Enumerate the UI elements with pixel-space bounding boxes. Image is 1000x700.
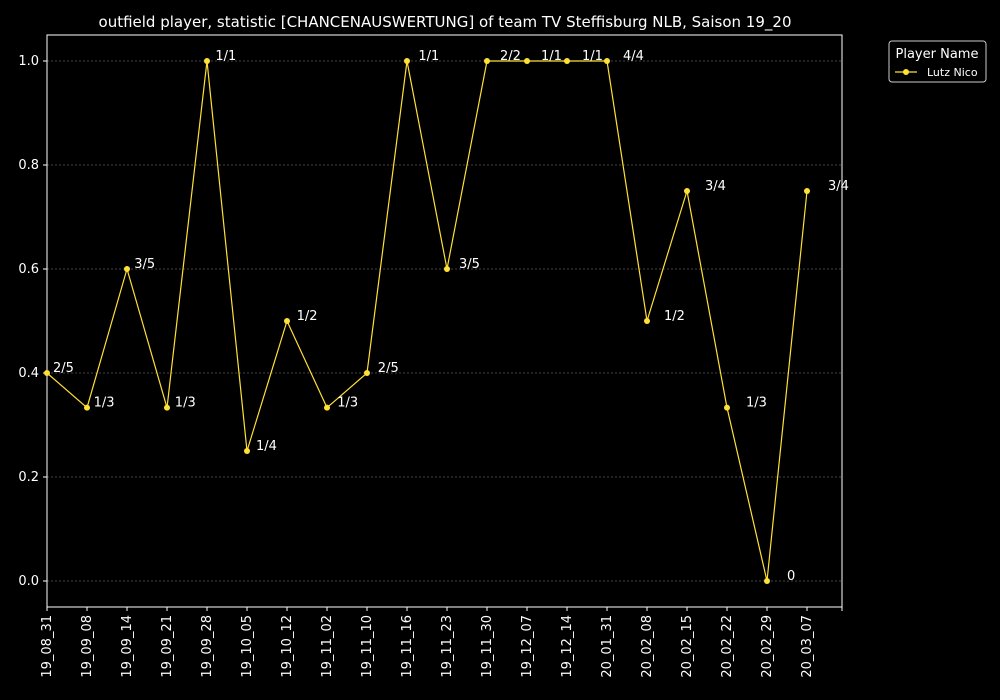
legend-entry-label: Lutz Nico xyxy=(927,66,978,79)
x-tick-label: 19_12_14 xyxy=(560,615,575,678)
y-tick-label: 0.0 xyxy=(18,574,39,589)
legend-marker xyxy=(903,69,909,75)
data-point xyxy=(644,318,650,324)
data-label: 1/2 xyxy=(664,309,685,324)
x-tick-label: 19_11_10 xyxy=(360,615,375,678)
y-tick-label: 1.0 xyxy=(18,54,39,69)
data-point xyxy=(284,318,290,324)
data-label: 3/5 xyxy=(134,257,155,272)
y-tick-label: 0.6 xyxy=(18,262,39,277)
data-point xyxy=(684,188,690,194)
data-label: 2/2 xyxy=(500,49,521,64)
x-axis: 19_08_31 19_09_08 19_09_14 19_09_21 19_09_28… xyxy=(40,607,843,678)
data-label: 4/4 xyxy=(623,49,644,64)
x-tick-label: 20_01_31 xyxy=(600,615,615,678)
data-label: 1/3 xyxy=(337,396,358,411)
x-tick-label: 19_11_30 xyxy=(480,615,495,678)
data-label: 1/1 xyxy=(418,49,439,64)
data-label: 2/5 xyxy=(53,361,74,376)
plot-border xyxy=(46,34,843,608)
x-tick-label: 19_09_14 xyxy=(120,615,135,678)
data-labels: 2/5 1/3 3/5 1/3 1/1 1/4 1/2 1/3 2/5 1/1 3/5 2/2 1/1 1… xyxy=(53,49,849,584)
data-label: 1/4 xyxy=(256,439,277,454)
data-point xyxy=(124,266,130,272)
data-label: 1/3 xyxy=(175,396,196,411)
data-point xyxy=(324,404,330,411)
data-label: 0 xyxy=(787,569,795,584)
plot-frame xyxy=(46,34,843,608)
x-tick-label: 19_12_07 xyxy=(520,615,535,678)
x-tick-label: 20_02_15 xyxy=(680,615,695,678)
grid xyxy=(47,60,842,582)
series-line xyxy=(46,60,808,582)
y-tick-label: 0.4 xyxy=(18,366,39,381)
data-point xyxy=(804,188,810,194)
data-point xyxy=(604,58,610,64)
data-label: 1/1 xyxy=(582,49,603,64)
data-label: 2/5 xyxy=(378,361,399,376)
chart-title: outfield player, statistic [CHANCENAUSWE… xyxy=(99,13,792,32)
data-label: 3/4 xyxy=(705,179,726,194)
y-tick-label: 0.8 xyxy=(18,158,39,173)
data-point xyxy=(44,370,50,376)
data-point xyxy=(84,404,90,411)
x-tick-label: 19_11_02 xyxy=(320,615,335,678)
series-layer xyxy=(44,58,810,584)
x-tick-label: 20_02_08 xyxy=(640,615,655,678)
data-point xyxy=(444,266,450,272)
data-point xyxy=(164,404,170,411)
x-tick-label: 19_10_12 xyxy=(280,615,295,678)
x-tick-label: 19_09_08 xyxy=(80,615,95,678)
data-label: 1/1 xyxy=(215,49,236,64)
x-tick-label: 20_03_07 xyxy=(800,615,815,678)
data-label: 1/1 xyxy=(541,49,562,64)
data-label: 3/4 xyxy=(828,179,849,194)
data-label: 3/5 xyxy=(459,257,480,272)
x-tick-label: 20_02_22 xyxy=(720,615,735,678)
data-point xyxy=(484,58,490,64)
data-label: 1/3 xyxy=(94,396,115,411)
x-tick-label: 19_09_28 xyxy=(200,615,215,678)
data-point xyxy=(564,58,570,64)
data-point xyxy=(764,578,770,584)
data-label: 1/2 xyxy=(297,309,318,324)
x-tick-label: 19_09_21 xyxy=(160,615,175,678)
data-point xyxy=(204,58,210,64)
data-point xyxy=(524,58,530,64)
x-tick-label: 20_02_29 xyxy=(760,615,775,678)
legend-title: Player Name xyxy=(896,47,979,62)
x-tick-label: 19_08_31 xyxy=(40,615,55,678)
y-axis: 0.0 0.2 0.4 0.6 0.8 1.0 xyxy=(18,54,47,589)
x-tick-label: 19_11_16 xyxy=(400,615,415,678)
legend: Player Name Lutz Nico xyxy=(888,40,987,83)
data-point xyxy=(244,448,250,454)
data-point xyxy=(364,370,370,376)
data-label: 1/3 xyxy=(746,396,767,411)
x-tick-label: 19_11_23 xyxy=(440,615,455,678)
x-tick-label: 19_10_05 xyxy=(240,615,255,678)
data-point xyxy=(404,58,410,64)
y-tick-label: 0.2 xyxy=(18,470,39,485)
data-point xyxy=(724,404,730,411)
